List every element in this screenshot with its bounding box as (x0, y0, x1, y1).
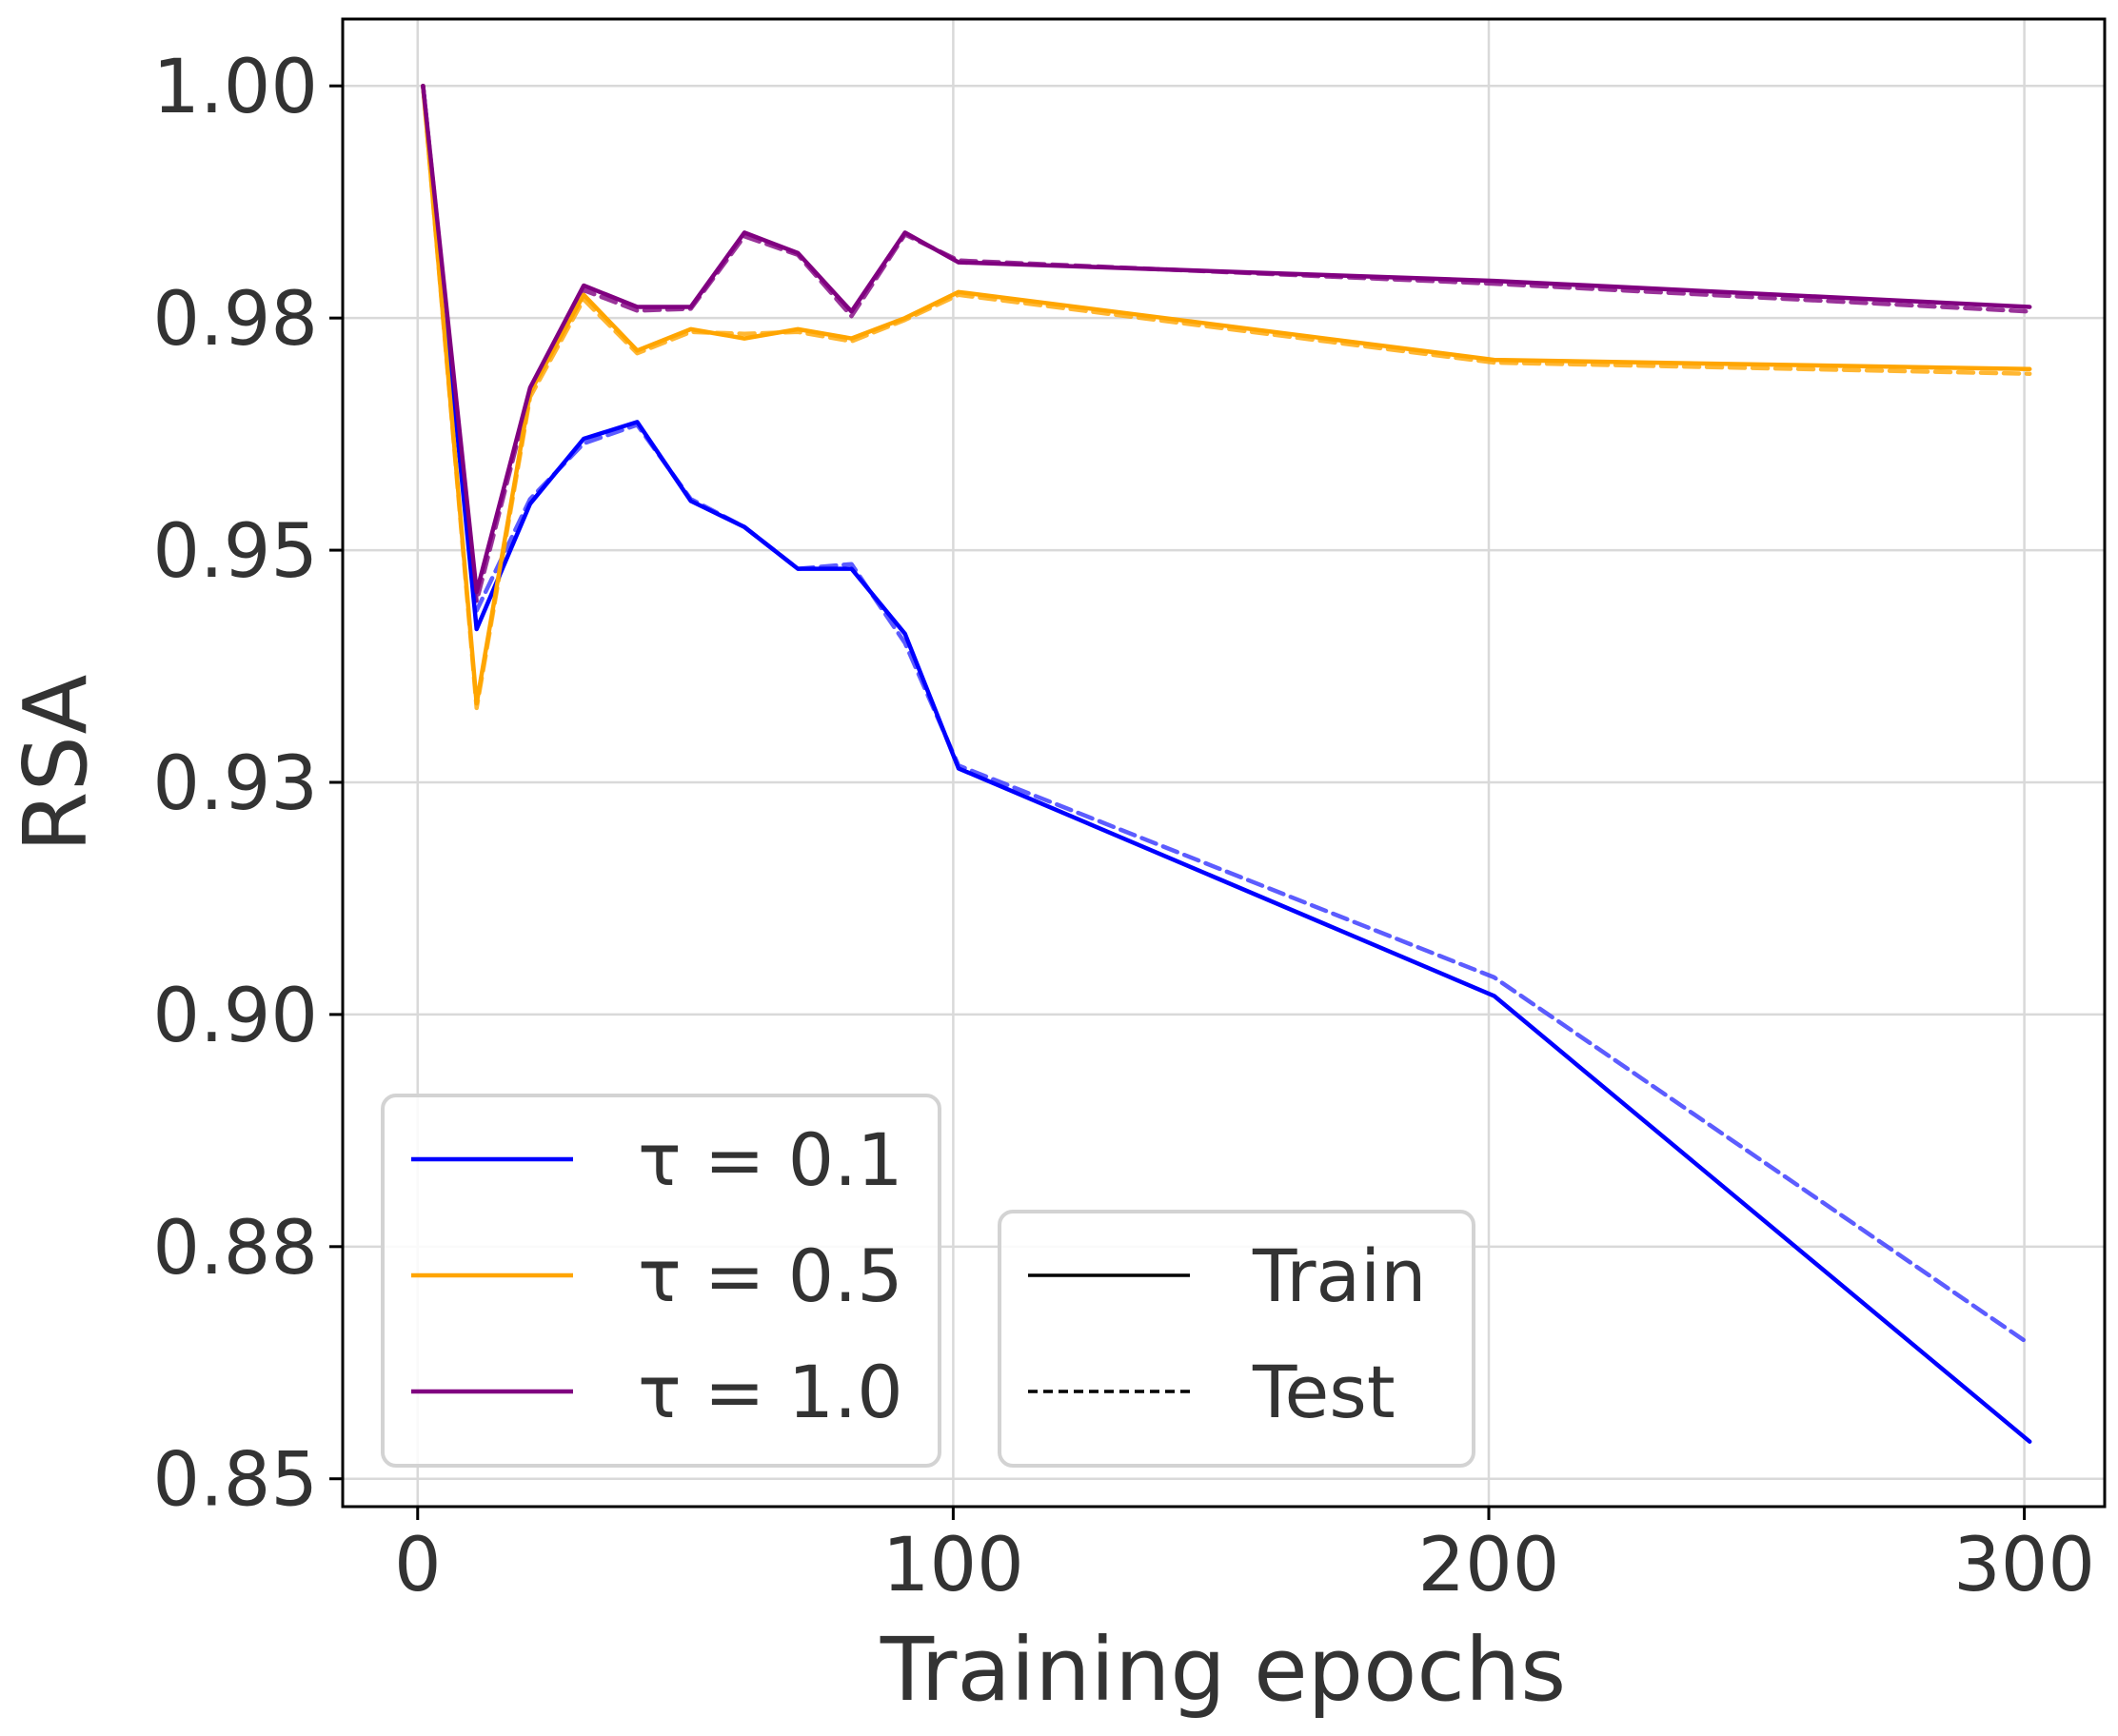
legend-tau-label: τ = 1.0 (638, 1350, 903, 1434)
legend-split-label: Train (1252, 1233, 1426, 1318)
x-axis-ticks: 0 100 200 300 (394, 1507, 2095, 1608)
y-tick-label: 0.88 (152, 1206, 318, 1292)
legend-tau-label: τ = 0.1 (638, 1117, 903, 1202)
legend-split: Train Test (998, 1210, 1475, 1468)
series-line-tau-0.1-train (421, 83, 2032, 1444)
grid (343, 19, 2105, 1507)
y-tick-label: 0.98 (152, 277, 318, 363)
x-tick-label: 300 (1953, 1523, 2095, 1608)
y-tick-label: 0.90 (152, 974, 318, 1059)
x-tick-label: 200 (1418, 1523, 1560, 1608)
legend-split-label: Test (1252, 1350, 1396, 1434)
x-tick-label: 100 (882, 1523, 1024, 1608)
y-tick-label: 1.00 (152, 45, 318, 130)
y-axis-label: RSA (5, 674, 107, 852)
y-tick-label: 0.95 (152, 509, 318, 595)
y-tick-label: 0.85 (152, 1438, 318, 1524)
legend-tau-box (381, 1094, 941, 1468)
y-axis-ticks: 0.85 0.88 0.90 0.93 0.95 0.98 1.00 (152, 45, 343, 1524)
legend-tau: τ = 0.1 τ = 0.5 τ = 1.0 (381, 1094, 941, 1468)
x-axis-label: Training epochs (880, 1619, 1566, 1721)
series-lines (421, 83, 2032, 1444)
legend-tau-label: τ = 0.5 (638, 1233, 903, 1318)
series-line-tau-1.0-train (421, 83, 2032, 595)
plot-frame (341, 17, 2107, 1509)
y-tick-label: 0.93 (152, 741, 318, 827)
x-tick-label: 0 (394, 1523, 442, 1608)
